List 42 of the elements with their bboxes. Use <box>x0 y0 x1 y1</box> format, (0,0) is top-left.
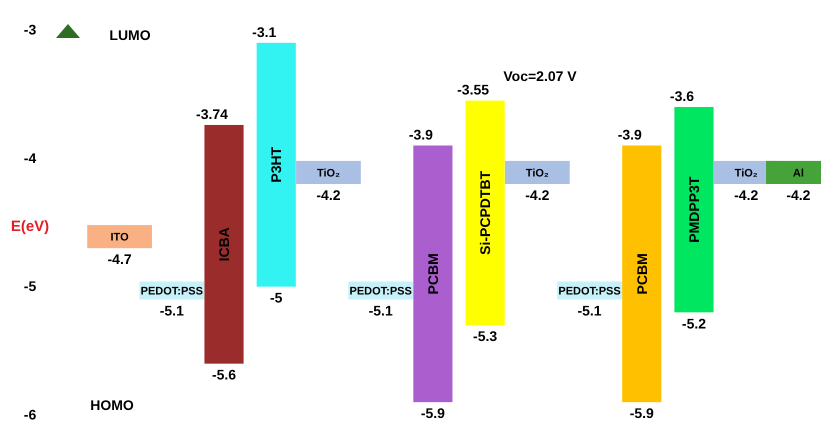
annotation: -4.2 <box>786 187 811 203</box>
annotation: LUMO <box>109 27 151 43</box>
annotation: -3.9 <box>408 126 434 142</box>
annotation: -4.2 <box>525 187 550 203</box>
y-tick-label: -3 <box>24 21 36 38</box>
annotation: -4.2 <box>734 187 758 203</box>
x-tick-label: PEDOT:PSS <box>558 286 621 298</box>
x-tick-label: TiO₂ <box>526 167 549 180</box>
x-tick-label: ITO <box>110 232 130 244</box>
annotation: -5.1 <box>577 302 602 318</box>
annotation: Voc=2.07 V <box>503 68 578 84</box>
x-tick-label: PCBM <box>424 253 441 294</box>
annotation: -5 <box>270 290 283 306</box>
annotation: -4.7 <box>108 251 132 268</box>
x-tick-label: PEDOT:PSS <box>140 286 203 298</box>
x-tick-label: PMDPP3T <box>686 176 702 243</box>
annotation: -5.2 <box>682 315 706 332</box>
annotation: -5.1 <box>160 302 184 318</box>
x-tick-label: Al <box>792 167 804 180</box>
annotation: -3.1 <box>252 24 277 40</box>
annotation: -4.2 <box>316 187 341 203</box>
annotation: -5.9 <box>630 405 654 422</box>
annotation: -3.55 <box>457 82 490 98</box>
x-tick-label: ICBA <box>216 227 232 262</box>
x-tick-label: TiO₂ <box>734 167 758 180</box>
y-tick-label: -4 <box>24 150 36 166</box>
annotation: HOMO <box>90 397 134 413</box>
y-axis-title: E(eV) <box>10 218 50 235</box>
y-tick-label: -6 <box>24 406 36 422</box>
annotation: -5.6 <box>212 366 236 383</box>
annotation: -3.6 <box>670 88 694 104</box>
annotation: -5.3 <box>473 328 498 344</box>
x-tick-label: TiO₂ <box>316 167 340 180</box>
annotation: -3.9 <box>618 126 642 142</box>
annotation: -5.1 <box>368 302 393 318</box>
x-tick-label: PCBM <box>634 253 650 294</box>
annotation: -5.9 <box>420 405 446 422</box>
x-tick-label: P3HT <box>268 146 284 183</box>
x-tick-label: PEDOT:PSS <box>349 286 412 298</box>
annotation: -3.74 <box>196 106 228 122</box>
y-tick-label: -5 <box>24 278 36 294</box>
x-tick-label: Si-PCPDTBT <box>477 170 494 255</box>
